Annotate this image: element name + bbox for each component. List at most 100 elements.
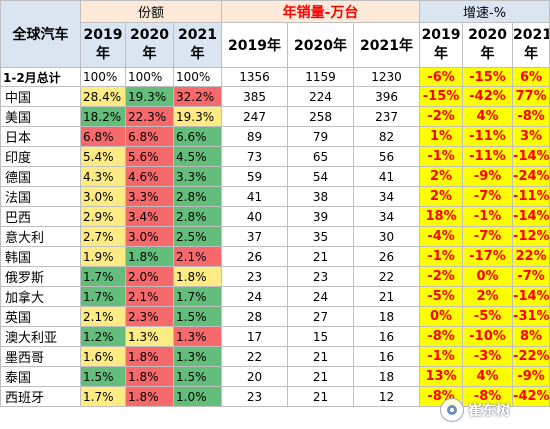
sales-cell: 34 [353,206,421,228]
share-cell: 2.9% [80,206,126,228]
share-cell: 6.6% [172,126,223,148]
header-row-years: 2019年 2020年 2021年 2019年 2020年 2021年 2019… [1,22,550,68]
sales-cell: 30 [353,226,421,248]
share-cell: 100% [80,66,126,88]
header-row-groups: 全球汽车 份额 年销量-万台 增速-% [0,0,550,68]
sales-cell: 24 [287,286,355,308]
share-cell: 2.7% [80,226,126,248]
share-cell: 1.2% [80,326,126,348]
group-header-growth: 增速-% [419,0,550,23]
sales-year-header: 2021年 [353,22,421,68]
sales-cell: 41 [221,186,289,208]
sales-cell: 26 [353,246,421,268]
share-cell: 1.5% [172,306,223,328]
sales-cell: 56 [353,146,421,168]
sales-cell: 1356 [221,66,289,88]
growth-cell: -8% [512,106,550,128]
share-cell: 1.3% [172,326,223,348]
sales-cell: 65 [287,146,355,168]
sales-year-header: 2019年 [221,22,289,68]
share-cell: 100% [125,66,174,88]
share-cell: 1.7% [172,286,223,308]
share-cell: 1.5% [172,366,223,388]
sales-cell: 39 [287,206,355,228]
table-row: 泰国 1.5% 1.8% 1.5% 20 21 18 13% 4% -9% [0,366,550,388]
growth-cell: -12% [512,226,550,248]
table-body: 1-2月总计 100% 100% 100% 1356 1159 1230 -6% -15% 6% 中… [0,66,550,408]
share-cell: 32.2% [172,86,223,108]
growth-cell: -11% [462,146,514,168]
growth-cell: -31% [512,306,550,328]
row-label: 德国 [0,166,81,188]
growth-cell: -5% [419,286,464,308]
growth-cell: 1% [419,126,464,148]
growth-cell: -1% [462,206,514,228]
share-cell: 1.7% [80,266,126,288]
sales-cell: 18 [353,306,421,328]
share-cell: 22.3% [125,106,174,128]
share-cell: 4.3% [80,166,126,188]
growth-cell: -8% [419,326,464,348]
growth-cell: -4% [419,226,464,248]
row-label: 中国 [0,86,81,108]
sales-cell: 1159 [287,66,355,88]
growth-cell: -10% [462,326,514,348]
table-row: 德国 4.3% 4.6% 3.3% 59 54 41 2% -9% -24% [0,166,550,188]
sales-cell: 396 [353,86,421,108]
growth-cell: -1% [419,246,464,268]
sales-cell: 23 [221,266,289,288]
share-year-header: 2019年 [80,22,126,68]
sales-cell: 38 [287,186,355,208]
row-label: 加拿大 [0,286,81,308]
sales-cell: 79 [287,126,355,148]
share-cell: 3.0% [80,186,126,208]
sales-cell: 21 [287,346,355,368]
group-header-share: 份额 [79,0,223,23]
sales-cell: 16 [353,326,421,348]
share-cell: 4.5% [172,146,223,168]
sales-cell: 22 [221,346,289,368]
growth-cell: -5% [462,306,514,328]
sales-cell: 21 [287,386,355,408]
share-cell: 1.0% [172,386,223,408]
growth-cell: 4% [462,366,514,388]
growth-cell: 3% [512,126,550,148]
growth-cell: 0% [419,306,464,328]
share-cell: 3.3% [172,166,223,188]
row-label: 印度 [0,146,81,168]
growth-cell: -7% [462,226,514,248]
share-cell: 2.1% [172,246,223,268]
table-row: 1-2月总计 100% 100% 100% 1356 1159 1230 -6% -15% 6% [0,66,550,88]
share-cell: 100% [172,66,223,88]
growth-year-header: 2019年 [419,22,464,68]
growth-cell: -6% [419,66,464,88]
table-row: 日本 6.8% 6.8% 6.6% 89 79 82 1% -11% 3% [0,126,550,148]
sales-cell: 21 [287,246,355,268]
growth-cell: -9% [512,366,550,388]
sales-cell: 34 [353,186,421,208]
table-row: 韩国 1.9% 1.8% 2.1% 26 21 26 -1% -17% 22% [0,246,550,268]
table-row: 俄罗斯 1.7% 2.0% 1.8% 23 23 22 -2% 0% -7% [0,266,550,288]
share-cell: 1.8% [125,246,174,268]
sales-cell: 18 [353,366,421,388]
share-cell: 1.7% [80,386,126,408]
growth-cell: -42% [462,86,514,108]
share-cell: 18.2% [80,106,126,128]
growth-cell: -1% [419,146,464,168]
growth-cell: -3% [462,346,514,368]
sales-cell: 28 [221,306,289,328]
growth-cell: -2% [419,266,464,288]
share-cell: 3.4% [125,206,174,228]
sales-cell: 54 [287,166,355,188]
row-label: 意大利 [0,226,81,248]
sales-cell: 41 [353,166,421,188]
share-cell: 19.3% [172,106,223,128]
share-cell: 1.8% [125,386,174,408]
share-cell: 3.0% [125,226,174,248]
growth-cell: -15% [419,86,464,108]
share-cell: 2.1% [80,306,126,328]
share-cell: 3.3% [125,186,174,208]
row-label: 法国 [0,186,81,208]
share-cell: 28.4% [80,86,126,108]
growth-cell: -1% [419,346,464,368]
